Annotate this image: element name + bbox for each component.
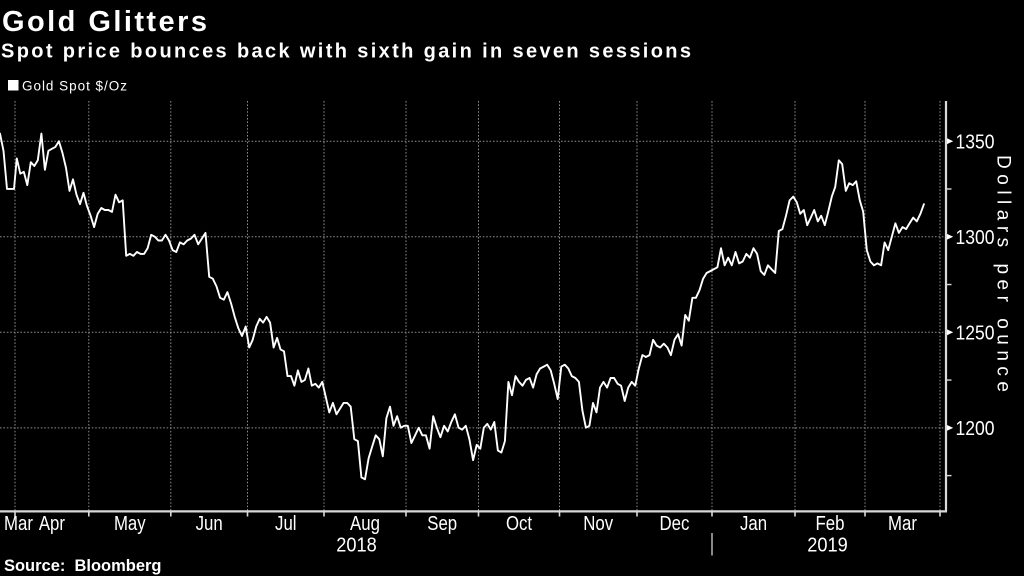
svg-text:1300: 1300 [956, 227, 995, 249]
svg-text:Aug: Aug [350, 513, 380, 535]
svg-text:Dollars per ounce: Dollars per ounce [993, 155, 1014, 392]
svg-text:May: May [114, 513, 146, 535]
svg-text:Jun: Jun [196, 513, 223, 535]
svg-text:Mar: Mar [4, 513, 33, 535]
svg-text:Mar: Mar [888, 513, 917, 535]
svg-text:Jul: Jul [275, 513, 297, 535]
svg-text:1250: 1250 [956, 323, 995, 345]
svg-text:2019: 2019 [807, 534, 848, 556]
svg-text:Nov: Nov [583, 513, 613, 535]
svg-text:1350: 1350 [956, 131, 995, 153]
svg-text:Source: Bloomberg: Source: Bloomberg [4, 556, 162, 575]
svg-text:1200: 1200 [956, 418, 995, 440]
svg-text:Dec: Dec [660, 513, 690, 535]
svg-text:Apr: Apr [39, 513, 65, 535]
svg-text:Spot price bounces back with s: Spot price bounces back with sixth gain … [1, 41, 691, 63]
svg-text:Sep: Sep [427, 513, 457, 535]
svg-text:Gold Spot $/Oz: Gold Spot $/Oz [22, 79, 127, 94]
svg-text:Oct: Oct [506, 513, 532, 535]
svg-text:Jan: Jan [740, 513, 767, 535]
svg-text:Feb: Feb [816, 513, 845, 535]
svg-text:2018: 2018 [336, 534, 377, 556]
svg-text:Gold Glitters: Gold Glitters [2, 6, 207, 38]
